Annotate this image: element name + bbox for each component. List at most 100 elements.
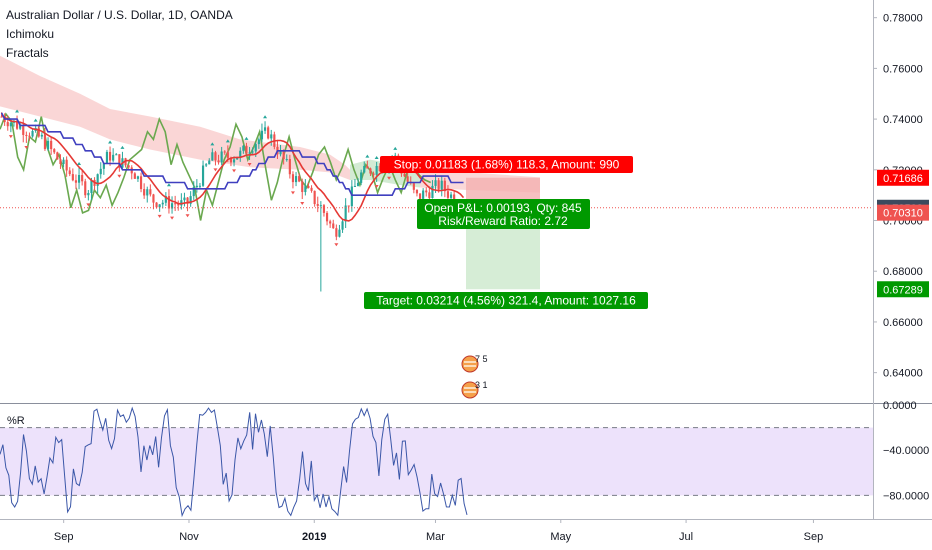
candle-body bbox=[143, 189, 146, 196]
candle-body bbox=[50, 140, 53, 150]
candle-body bbox=[96, 174, 99, 186]
candle-body bbox=[62, 159, 65, 164]
candle-body bbox=[6, 122, 9, 127]
candle-body bbox=[226, 152, 229, 158]
price-marker-text: 0.67289 bbox=[883, 284, 923, 296]
fractal-up-mark bbox=[225, 139, 230, 143]
candle-body bbox=[56, 152, 59, 160]
price-marker: 0.71686 bbox=[877, 169, 929, 186]
event-count: 7 5 bbox=[475, 354, 488, 364]
candle-body bbox=[443, 180, 446, 192]
flag-icon bbox=[461, 381, 479, 399]
candle-body bbox=[369, 168, 372, 174]
candle-body bbox=[15, 120, 19, 129]
candle-body bbox=[372, 173, 375, 175]
target-label: Target: 0.03214 (4.56%) 321.4, Amount: 1… bbox=[364, 292, 648, 309]
candle-body bbox=[195, 185, 198, 188]
fractal-up-mark bbox=[166, 183, 171, 187]
indicator-fractals[interactable]: Fractals bbox=[6, 46, 49, 60]
candle-body bbox=[251, 151, 254, 153]
candle-body bbox=[254, 144, 257, 152]
time-tick-label: Mar bbox=[426, 531, 445, 543]
candle-body bbox=[350, 186, 353, 207]
candle-body bbox=[263, 127, 267, 131]
wr-tick-label: −80.0000 bbox=[883, 490, 929, 502]
stop-label: Stop: 0.01183 (1.68%) 118.3, Amount: 990 bbox=[380, 156, 633, 173]
candle-body bbox=[40, 134, 43, 137]
fractal-down-mark bbox=[24, 145, 29, 149]
candle-body bbox=[267, 127, 270, 139]
price-marker-bg bbox=[877, 169, 929, 186]
candle-body bbox=[59, 159, 62, 164]
price-marker-bg bbox=[877, 281, 929, 298]
candle-body bbox=[347, 205, 350, 207]
fractal-down-mark bbox=[213, 168, 218, 172]
candle-body bbox=[102, 163, 105, 169]
candle-body bbox=[177, 204, 180, 206]
candle-body bbox=[301, 181, 304, 193]
williams-r-label[interactable]: %R bbox=[7, 415, 25, 427]
pnl-label-bg bbox=[417, 199, 590, 229]
price-marker-text: 0.71686 bbox=[883, 173, 923, 185]
price-tick-label: 0.76000 bbox=[883, 63, 923, 75]
time-tick-label: Jul bbox=[679, 531, 693, 543]
candle-body bbox=[201, 165, 205, 186]
indicator-ichimoku[interactable]: Ichimoku bbox=[6, 27, 55, 41]
candle-body bbox=[105, 151, 109, 164]
time-tick-label: Nov bbox=[179, 531, 199, 543]
williams-r-line bbox=[0, 406, 468, 518]
candle-body bbox=[437, 180, 440, 190]
candle-body bbox=[344, 205, 347, 222]
candle-body bbox=[65, 159, 68, 171]
candle-body bbox=[136, 176, 140, 179]
fractal-up-mark bbox=[365, 154, 370, 158]
symbol-title[interactable]: Australian Dollar / U.S. Dollar, 1D, OAN… bbox=[6, 8, 233, 22]
wr-tick-label: 0.0000 bbox=[883, 400, 917, 412]
candle-body bbox=[366, 166, 369, 169]
candle-body bbox=[71, 174, 74, 181]
candle-body bbox=[180, 200, 183, 206]
candle-body bbox=[183, 197, 186, 201]
flag-stripes-icon bbox=[464, 387, 476, 393]
candle-body bbox=[418, 193, 422, 199]
candle-body bbox=[81, 175, 84, 182]
candle-body bbox=[87, 192, 90, 196]
time-tick-label: 2019 bbox=[302, 531, 326, 543]
candle-body bbox=[208, 160, 211, 165]
candle-body bbox=[298, 176, 301, 182]
fractal-up-mark bbox=[393, 146, 398, 150]
candle-body bbox=[0, 116, 3, 118]
target-label-text: Target: 0.03214 (4.56%) 321.4, Amount: 1… bbox=[376, 294, 636, 308]
candle-body bbox=[431, 185, 434, 198]
price-marker: 0.67289 bbox=[877, 281, 929, 298]
candle-body bbox=[22, 125, 25, 135]
fractal-up-mark bbox=[263, 115, 268, 119]
candle-body bbox=[115, 154, 118, 156]
candle-body bbox=[446, 191, 450, 198]
candle-body bbox=[412, 183, 415, 190]
fractal-down-mark bbox=[247, 163, 252, 167]
price-marker-bg bbox=[877, 204, 929, 221]
candle-body bbox=[353, 185, 357, 187]
candle-body bbox=[316, 204, 319, 206]
candle-body bbox=[112, 154, 115, 161]
candle-body bbox=[242, 145, 245, 151]
candle-body bbox=[46, 140, 50, 150]
candle-body bbox=[440, 180, 443, 190]
candle-body bbox=[260, 130, 264, 140]
candle-body bbox=[248, 152, 251, 154]
candle-body bbox=[310, 187, 313, 191]
fractal-up-mark bbox=[210, 142, 215, 146]
candle-body bbox=[37, 128, 40, 137]
fractal-down-mark bbox=[300, 202, 305, 206]
candle-body bbox=[307, 186, 310, 188]
candle-body bbox=[313, 190, 316, 205]
fractal-up-mark bbox=[374, 155, 379, 159]
candle-body bbox=[133, 173, 136, 179]
chart-legend: Australian Dollar / U.S. Dollar, 1D, OAN… bbox=[6, 6, 233, 63]
candle-body bbox=[118, 154, 121, 168]
time-tick-label: May bbox=[550, 531, 571, 543]
price-tick-label: 0.64000 bbox=[883, 368, 923, 380]
